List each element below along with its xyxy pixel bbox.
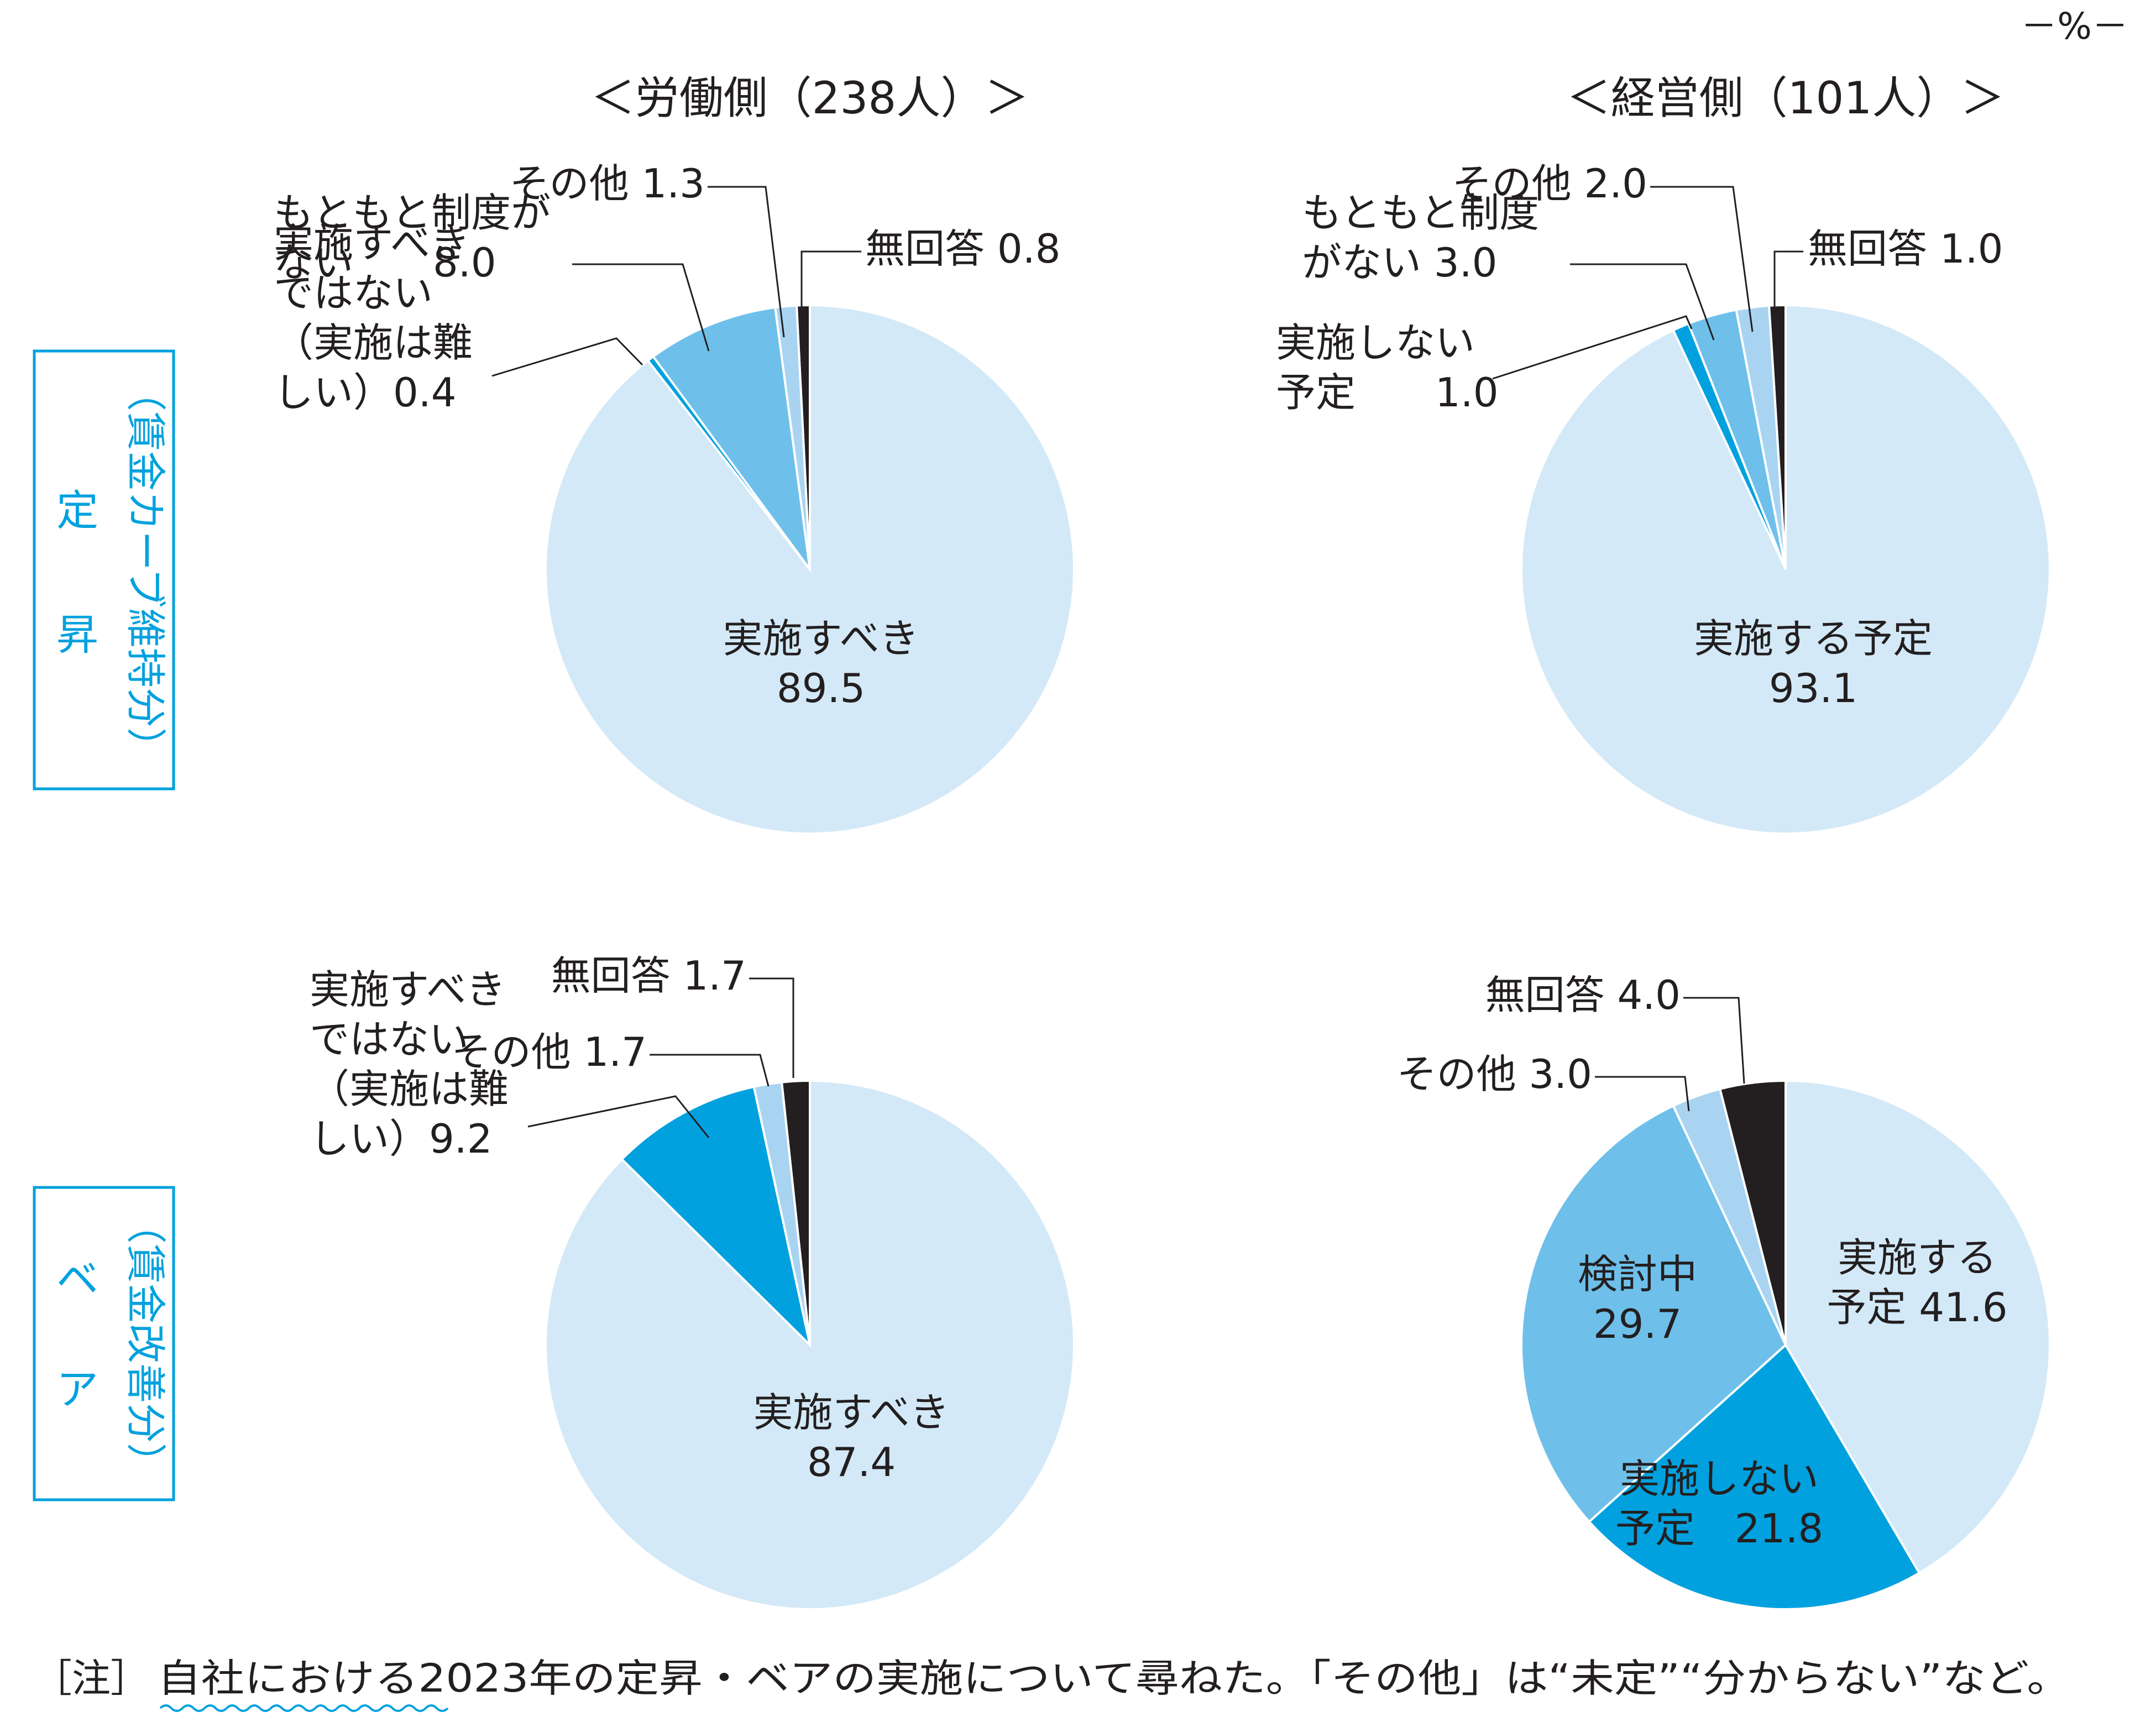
slice-label-4-2: 実施しない予定 21.8	[1615, 1456, 1823, 1552]
pie-chart-4: 実施する予定 41.6 実施しない予定 21.8 検討中 29.7 その他 3.0 無回答…	[1397, 972, 2051, 1611]
footnote-prefix: ［注］	[33, 1656, 149, 1701]
footnote-text: 自社における2023年の定昇・ベアの実施について尋ねた。「その他」は“未定”“分…	[158, 1656, 2070, 1701]
slice-label-1-2: 実施すべきではない（実施は難しい）0.4	[274, 220, 473, 416]
unit-label: －%－	[2021, 5, 2128, 48]
leader-line-4-5	[1683, 997, 1745, 1084]
slice-label-1-1: 実施すべき 89.5	[723, 615, 919, 711]
slice-label-3-2: 実施すべきではない（実施は難しい）9.2	[310, 966, 509, 1162]
row-label-bea: ベ ア （賃金改善分）	[33, 1186, 175, 1501]
slice-label-1-3: もともと制度がない 8.0	[274, 190, 551, 286]
footnote: ［注］ 自社における2023年の定昇・ベアの実施について尋ねた。「その他」は“未…	[33, 1656, 2070, 1712]
leader-line-3-4	[749, 977, 794, 1078]
slice-label-2-2: 実施しない予定 1.0	[1276, 320, 1499, 416]
header-management: ＜経営側（101人）＞	[1567, 72, 2005, 124]
row-label-teisho-main-2: 昇	[56, 610, 98, 660]
slice-label-3-3: その他 1.7	[452, 1029, 647, 1075]
leader-line-4-4	[1595, 1076, 1690, 1112]
slice-label-4-5: 無回答 4.0	[1485, 972, 1681, 1018]
row-label-teisho: 定 昇 （賃金カーブ維持分）	[33, 349, 175, 791]
pie-slice-3-2	[620, 1085, 812, 1349]
pie-slice-4-1	[1785, 1079, 2051, 1575]
pie-slice-1-3	[651, 306, 811, 570]
slice-label-1-4: その他 1.3	[510, 160, 705, 207]
pie-slice-2-1	[1520, 303, 2051, 835]
leader-line-1-4	[708, 186, 785, 338]
slice-label-2-3: もともと制度がない 3.0	[1302, 190, 1539, 286]
slice-label-4-4: その他 3.0	[1397, 1051, 1592, 1097]
row-label-bea-main-2: ア	[56, 1365, 98, 1414]
leader-line-2-4	[1650, 186, 1754, 332]
slice-label-2-1: 実施する予定 93.1	[1694, 615, 1933, 711]
header-labor: ＜労働側（238人）＞	[591, 72, 1029, 124]
leader-line-1-5	[800, 250, 861, 310]
leader-line-2-5	[1773, 250, 1803, 310]
row-label-teisho-sub: （賃金カーブ維持分）	[122, 371, 169, 767]
row-label-bea-main-1: ベ	[56, 1254, 98, 1304]
leader-line-3-2	[527, 1095, 710, 1138]
leader-line-2-2	[1492, 315, 1693, 380]
slice-label-1-5: 無回答 0.8	[865, 226, 1060, 272]
slice-label-2-4: その他 2.0	[1452, 160, 1647, 207]
slice-label-4-3: 検討中 29.7	[1578, 1251, 1697, 1347]
leader-line-2-3	[1570, 263, 1715, 341]
row-label-bea-sub: （賃金改善分）	[122, 1204, 169, 1483]
pie-slice-3-1	[545, 1079, 1075, 1610]
leader-line-1-2	[491, 337, 643, 377]
slice-label-3-4: 無回答 1.7	[551, 952, 746, 999]
footnote-wavy-underline	[159, 1704, 449, 1712]
pie-slice-4-3	[1520, 1104, 1787, 1524]
pie-slice-4-2	[1587, 1343, 1921, 1611]
leader-line-1-3	[572, 263, 710, 352]
slice-label-3-1: 実施すべき 87.4	[753, 1389, 950, 1485]
slice-label-4-1: 実施する予定 41.6	[1827, 1234, 2007, 1331]
row-label-teisho-main-1: 定	[56, 486, 98, 535]
slice-label-2-5: 無回答 1.0	[1808, 226, 2003, 272]
leader-line-3-3	[650, 1054, 770, 1087]
pie-slice-1-1	[545, 303, 1075, 835]
